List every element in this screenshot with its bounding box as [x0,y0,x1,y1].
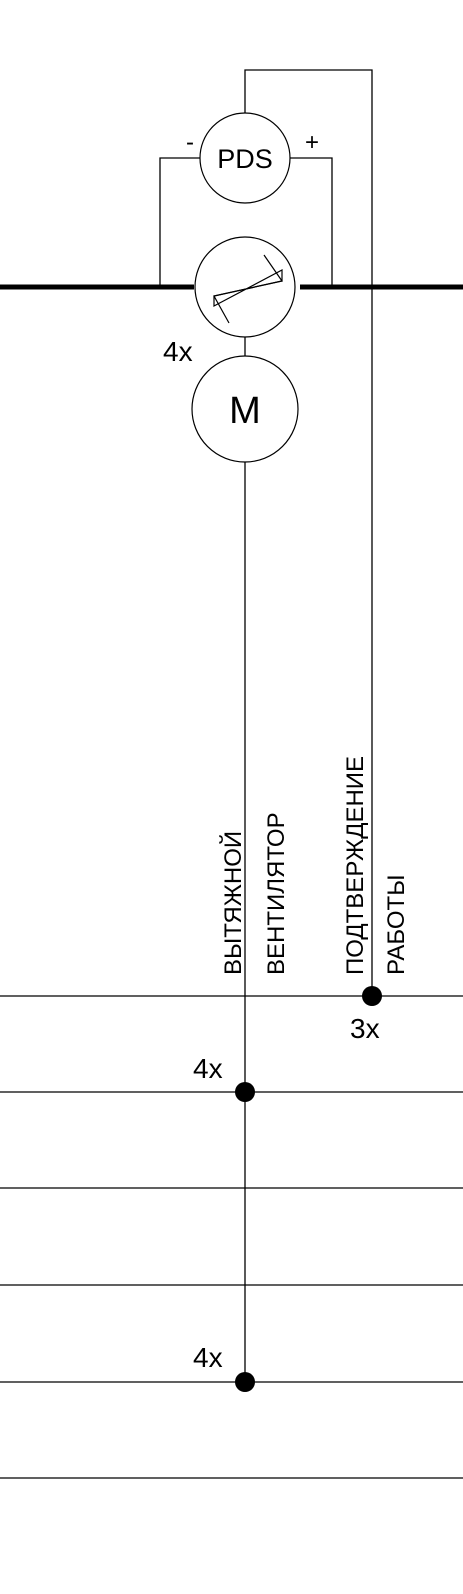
minus-port-label: - [186,129,194,156]
fan-label-line1: ВЫТЯЖНОЙ [219,831,247,975]
sensor-signal-wire [244,69,373,995]
sensor-pipe-minus [159,157,200,287]
motor: M [191,355,299,463]
confirm-junction-dot [362,986,382,1006]
confirm-multiplier: 3x [350,1013,380,1044]
fan-multiplier-2: 4x [193,1342,223,1373]
pressure-sensor-circle [199,112,291,204]
fan-junction-dot-1 [235,1082,255,1102]
fan-junction-dot-2 [235,1372,255,1392]
damper-multiplier: 4x [163,336,193,367]
pressure-sensor-label: PDS [217,144,273,174]
motor-label: M [229,390,261,432]
damper [194,236,296,338]
damper-circle [194,236,296,338]
damper-blade-icon-b [213,254,284,324]
sensor-pipe-plus [290,157,333,287]
fan-label-line2: ВЕНТИЛЯТОР [263,812,290,975]
confirm-label-line1: ПОДТВЕРЖДЕНИЕ [342,756,369,975]
pressure-sensor: PDS [199,112,291,204]
plus-port-label: + [305,129,319,156]
confirm-label-line2: РАБОТЫ [383,875,410,975]
fan-multiplier-1: 4x [193,1053,223,1084]
motor-circle [191,355,299,463]
